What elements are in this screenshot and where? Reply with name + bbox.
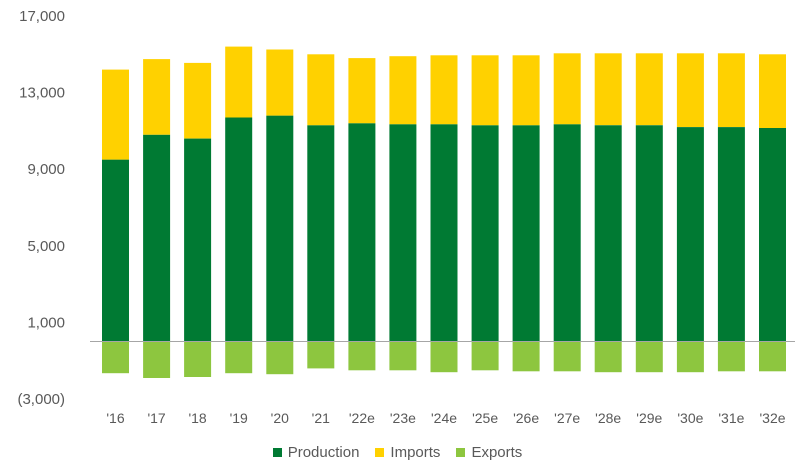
bar-exports-14 [676, 341, 704, 373]
x-tick-label: '17 [147, 410, 165, 426]
bar-imports-5 [307, 54, 335, 126]
x-tick-label: '21 [312, 410, 330, 426]
bar-exports-3 [225, 341, 253, 374]
bar-imports-12 [594, 53, 622, 126]
bar-imports-15 [717, 53, 745, 127]
bar-production-14 [676, 127, 704, 342]
legend: Production Imports Exports [0, 444, 795, 461]
bar-imports-16 [759, 54, 786, 128]
legend-item-exports: Exports [456, 444, 522, 461]
bar-imports-2 [184, 62, 212, 139]
bar-production-7 [389, 124, 417, 342]
bar-exports-12 [594, 341, 622, 373]
x-axis: '16 '17 '18 '19 '20 '21 '22e '23e '24e '25e '26e '2… [106, 410, 785, 426]
legend-label-production: Production [287, 444, 360, 461]
legend-swatch-exports [456, 448, 466, 457]
x-tick-label: '23e [390, 410, 416, 426]
y-tick-label: 13,000 [19, 85, 65, 102]
bar-production-16 [759, 128, 786, 342]
bar-production-13 [635, 125, 663, 342]
bar-imports-9 [471, 55, 499, 126]
legend-label-imports: Imports [390, 444, 441, 461]
bar-production-0 [102, 159, 129, 342]
bar-exports-16 [759, 341, 786, 372]
bar-exports-13 [635, 341, 663, 373]
bar-production-12 [594, 125, 622, 342]
y-tick-label: 5,000 [27, 238, 65, 255]
bar-imports-13 [635, 53, 663, 126]
x-tick-label: '26e [513, 410, 539, 426]
bar-production-6 [348, 123, 376, 342]
bar-imports-7 [389, 56, 417, 125]
bar-exports-2 [184, 341, 212, 377]
x-tick-label: '29e [636, 410, 662, 426]
y-tick-label: 17,000 [19, 8, 65, 25]
x-tick-label: '25e [472, 410, 498, 426]
x-tick-label: '28e [595, 410, 621, 426]
bar-production-8 [430, 124, 458, 342]
bar-production-1 [143, 134, 171, 342]
bar-exports-7 [389, 341, 417, 371]
bar-exports-1 [143, 341, 171, 378]
bars [102, 46, 786, 378]
bar-exports-15 [717, 341, 745, 372]
y-tick-label: (3,000) [17, 391, 65, 408]
bar-imports-10 [512, 55, 540, 126]
bar-imports-0 [102, 69, 129, 160]
x-tick-label: '22e [349, 410, 375, 426]
bar-exports-8 [430, 341, 458, 373]
x-tick-label: '18 [188, 410, 206, 426]
x-tick-label: '19 [230, 410, 248, 426]
bar-production-11 [553, 124, 581, 342]
x-tick-label: '32e [759, 410, 785, 426]
bar-production-5 [307, 125, 335, 342]
legend-item-imports: Imports [375, 444, 440, 461]
bar-exports-6 [348, 341, 376, 371]
y-tick-label: 1,000 [27, 314, 65, 331]
y-tick-label: 9,000 [27, 161, 65, 178]
x-tick-label: '24e [431, 410, 457, 426]
x-tick-label: '20 [271, 410, 289, 426]
legend-swatch-production [272, 448, 282, 457]
legend-item-production: Production [272, 444, 360, 461]
bar-imports-6 [348, 58, 376, 124]
bar-imports-1 [143, 59, 171, 135]
bar-imports-14 [676, 53, 704, 127]
bar-production-3 [225, 117, 253, 342]
bar-production-10 [512, 125, 540, 342]
bar-exports-10 [512, 341, 540, 372]
legend-label-exports: Exports [471, 444, 523, 461]
bar-exports-4 [266, 341, 294, 375]
x-tick-label: '30e [677, 410, 703, 426]
bar-exports-11 [553, 341, 581, 372]
bar-imports-8 [430, 55, 458, 125]
bar-imports-3 [225, 46, 253, 118]
bar-exports-5 [307, 341, 335, 369]
bar-exports-9 [471, 341, 499, 371]
bar-production-2 [184, 138, 212, 342]
bar-production-4 [266, 115, 294, 342]
bar-production-15 [717, 127, 745, 342]
x-tick-label: '16 [106, 410, 124, 426]
x-tick-label: '31e [718, 410, 744, 426]
bar-production-9 [471, 125, 499, 342]
bar-imports-4 [266, 49, 294, 116]
legend-swatch-imports [375, 448, 385, 457]
x-tick-label: '27e [554, 410, 580, 426]
bar-exports-0 [102, 341, 129, 374]
bar-imports-11 [553, 53, 581, 125]
y-axis: (3,000) 1,000 5,000 9,000 13,000 17,000 [17, 8, 65, 408]
